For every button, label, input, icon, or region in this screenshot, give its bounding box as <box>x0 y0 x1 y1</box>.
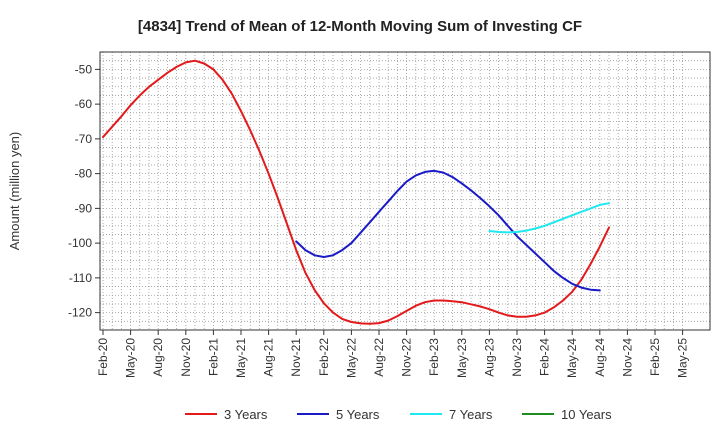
chart-title: [4834] Trend of Mean of 12-Month Moving … <box>138 18 582 35</box>
x-tick-label: Feb-23 <box>427 338 441 376</box>
x-tick-label: May-20 <box>124 338 138 378</box>
y-tick-label: -120 <box>68 306 92 320</box>
x-tick-label: Aug-22 <box>372 338 386 377</box>
x-tick-label: Feb-21 <box>206 338 220 376</box>
x-tick-label: Aug-20 <box>151 338 165 377</box>
y-axis-label: Amount (million yen) <box>7 132 22 251</box>
x-tick-label: Nov-21 <box>289 338 303 377</box>
x-tick-label: Feb-25 <box>648 338 662 376</box>
legend-label: 5 Years <box>336 407 380 422</box>
y-tick-label: -90 <box>75 201 93 215</box>
x-tick-label: May-25 <box>676 338 690 378</box>
y-tick-label: -100 <box>68 236 92 250</box>
series-line-2 <box>295 169 601 292</box>
plot-frame <box>99 51 711 331</box>
x-tick-label: Nov-22 <box>400 338 414 377</box>
series-layer <box>102 59 610 325</box>
y-tick-label: -60 <box>75 97 93 111</box>
y-tick-label: -80 <box>75 167 93 181</box>
x-tick-label: May-23 <box>455 338 469 378</box>
legend-label: 10 Years <box>561 407 612 422</box>
x-tick-label: Aug-21 <box>262 338 276 377</box>
plot-area <box>100 52 710 330</box>
x-axis: Feb-20 May-20 Aug-20 Nov-20 Feb-21 May-21 Aug-… <box>96 330 690 378</box>
series-line-3 <box>488 202 610 234</box>
x-tick-label: Nov-24 <box>620 338 634 377</box>
x-tick-label: May-22 <box>344 338 358 378</box>
legend: 3 Years 5 Years 7 Years 10 Years <box>185 407 612 422</box>
x-tick-label: May-21 <box>234 338 248 378</box>
x-tick-label: Aug-24 <box>593 338 607 377</box>
y-tick-label: -70 <box>75 132 93 146</box>
y-tick-label: -50 <box>75 62 93 76</box>
x-tick-label: Feb-22 <box>317 338 331 376</box>
x-tick-label: Feb-24 <box>538 338 552 376</box>
x-tick-label: Feb-20 <box>96 338 110 376</box>
x-tick-label: Nov-20 <box>179 338 193 377</box>
x-tick-label: Aug-23 <box>482 338 496 377</box>
y-axis: -50 -60 -70 -80 -90 -100 -110 -120 <box>68 62 100 320</box>
legend-label: 3 Years <box>224 407 268 422</box>
legend-label: 7 Years <box>449 407 493 422</box>
x-tick-label: May-24 <box>565 338 579 378</box>
x-tick-label: Nov-23 <box>510 338 524 377</box>
y-tick-label: -110 <box>69 271 92 285</box>
series-line-1 <box>102 59 610 325</box>
